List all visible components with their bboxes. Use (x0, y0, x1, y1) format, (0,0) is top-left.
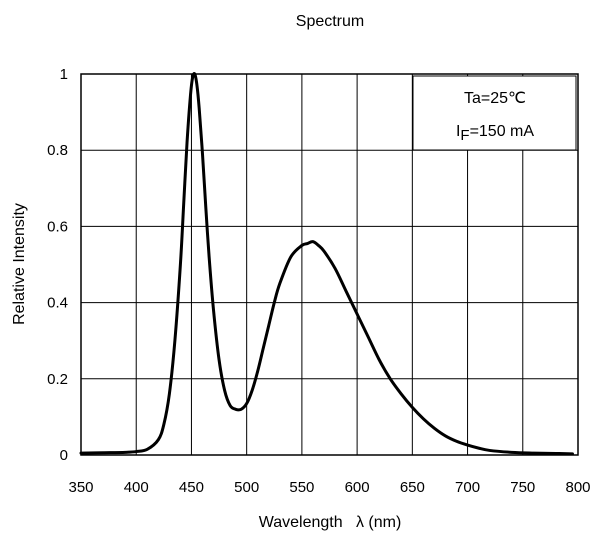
y-tick-labels: 0 0.2 0.4 0.6 0.8 1 (47, 66, 68, 464)
y-tick-label: 0.6 (47, 218, 68, 235)
x-tick-label: 600 (345, 479, 370, 496)
current-note-subscript: F (460, 127, 469, 144)
x-tick-label: 800 (565, 479, 590, 496)
grid (81, 74, 578, 455)
y-tick-label: 0.4 (47, 295, 68, 312)
x-tick-label: 450 (179, 479, 204, 496)
x-tick-label: 750 (510, 479, 535, 496)
conditions-box-frame (412, 75, 577, 151)
plot-frame (80, 73, 579, 456)
x-axis-label: Wavelength λ (nm) (259, 514, 402, 531)
y-axis-label: Relative Intensity (11, 203, 28, 325)
temperature-note: Ta=25℃ (464, 90, 526, 107)
current-note: IF=150 mA (456, 123, 534, 144)
x-tick-label: 400 (124, 479, 149, 496)
x-tick-label: 500 (234, 479, 259, 496)
current-note-value: =150 mA (470, 123, 535, 140)
x-tick-label: 700 (455, 479, 480, 496)
conditions-box: Ta=25℃ IF=150 mA (412, 75, 577, 151)
x-tick-labels: 350 400 450 500 550 600 650 700 750 800 (68, 479, 590, 496)
x-tick-label: 550 (289, 479, 314, 496)
x-tick-label: 650 (400, 479, 425, 496)
y-tick-label: 1 (60, 66, 68, 83)
x-tick-label: 350 (68, 479, 93, 496)
y-tick-label: 0.8 (47, 142, 68, 159)
chart-title: Spectrum (296, 13, 364, 30)
spectrum-series (79, 72, 574, 456)
y-tick-label: 0 (60, 447, 68, 464)
y-tick-label: 0.2 (47, 371, 68, 388)
spectrum-curve (79, 72, 574, 456)
current-note-symbol: I (456, 123, 460, 140)
